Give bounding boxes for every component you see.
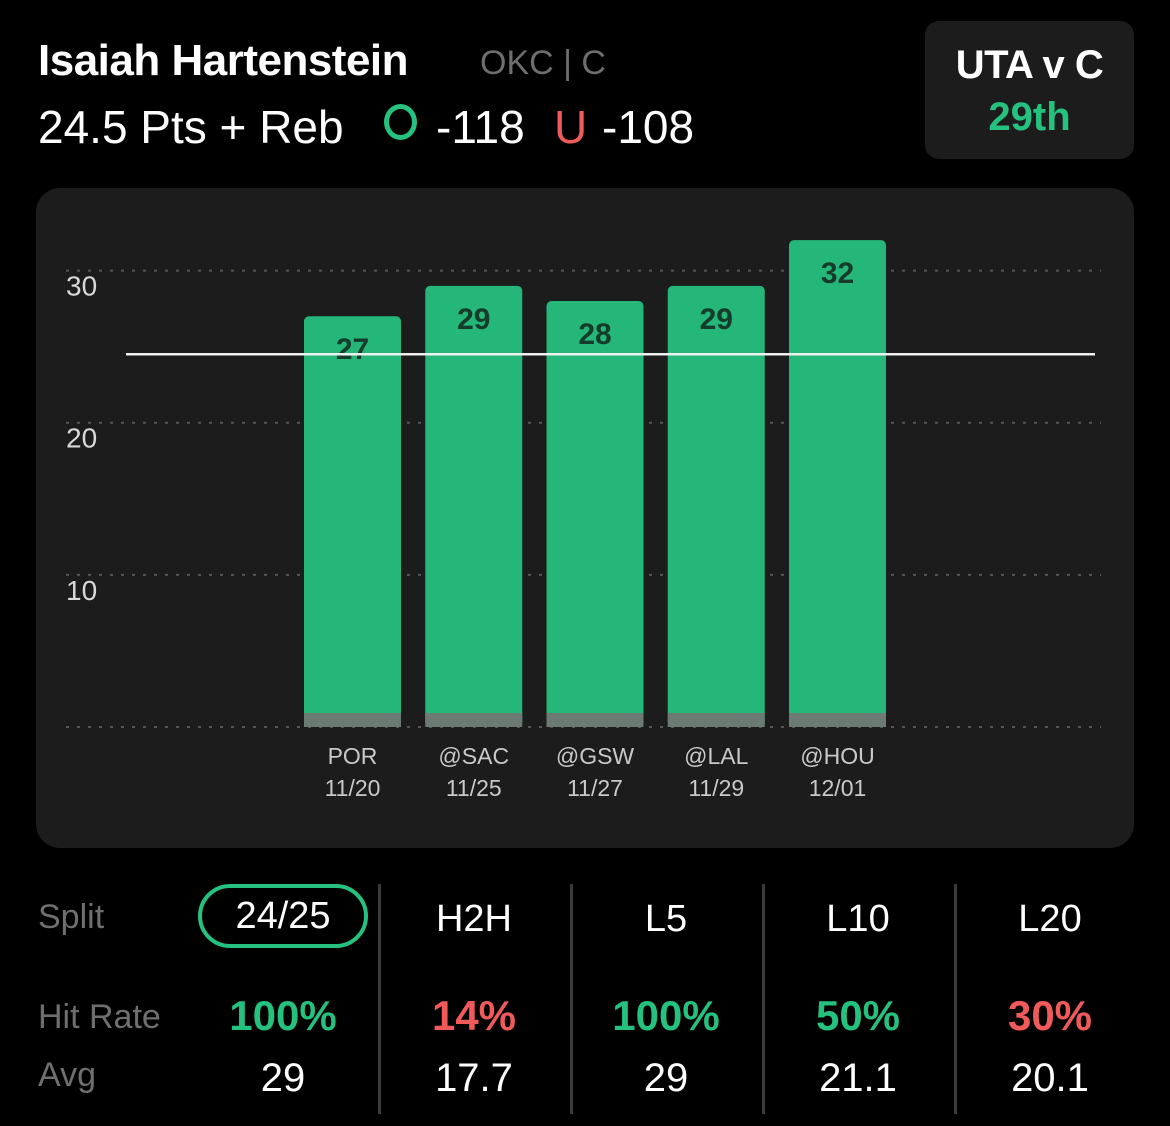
x-tick-label: @HOU	[800, 743, 874, 769]
column-divider	[378, 884, 381, 1114]
split-tab-24-25[interactable]: 24/25	[198, 884, 368, 948]
x-tick-label: @SAC	[438, 743, 509, 769]
avg-l20: 20.1	[1011, 1056, 1089, 1100]
x-tick-label: @GSW	[556, 743, 635, 769]
x-tick-label: 11/29	[688, 775, 744, 801]
matchup-rank: 29th	[988, 95, 1071, 139]
split-tab-h2h[interactable]: H2H	[435, 898, 513, 940]
x-tick-label: POR	[328, 743, 378, 769]
hit-rate-label: Hit Rate	[38, 998, 161, 1036]
player-name: Isaiah Hartenstein	[38, 36, 409, 85]
bar	[304, 316, 401, 727]
under-icon: U	[554, 101, 588, 153]
data-label: 29	[700, 303, 733, 336]
avg-l10: 21.1	[819, 1056, 897, 1100]
y-tick-label: 10	[66, 575, 97, 606]
x-tick-label: 11/25	[446, 775, 502, 801]
stats-table: Split Hit Rate Avg 24/25 H2H L5 L10 L20 …	[0, 870, 1170, 1126]
bar	[546, 301, 644, 727]
bar-base	[304, 713, 401, 727]
avg-label: Avg	[38, 1056, 96, 1094]
hit-rate-h2h: 14%	[431, 992, 517, 1039]
under-odds[interactable]: -108	[602, 101, 695, 153]
team-position: OKC | C	[480, 44, 606, 82]
split-tab-l20[interactable]: L20	[1018, 898, 1082, 940]
chart-card: 10 20 30 27 POR 11/20 29 @SAC 11/25 28 @GSW 11/27 29…	[36, 188, 1134, 848]
column-divider	[762, 884, 765, 1114]
split-tab-l5[interactable]: L5	[644, 898, 688, 940]
x-tick-label: @LAL	[684, 743, 748, 769]
bar-base	[546, 713, 644, 727]
y-tick-label: 30	[66, 271, 97, 302]
column-divider	[570, 884, 573, 1114]
matchup-rank-card[interactable]: UTA v C 29th	[925, 21, 1134, 159]
bar	[667, 285, 765, 727]
over-icon	[384, 104, 417, 140]
split-tab-l10[interactable]: L10	[826, 898, 890, 940]
hit-rate-l20: 30%	[1007, 992, 1093, 1039]
x-tick-label: 11/27	[567, 775, 623, 801]
data-label: 27	[336, 333, 369, 366]
hit-rate-l10: 50%	[815, 992, 901, 1039]
bar-chart: 10 20 30 27 POR 11/20 29 @SAC 11/25 28 @GSW 11/27 29…	[66, 240, 1101, 801]
bar-base	[667, 713, 765, 727]
bar	[789, 240, 886, 727]
over-odds[interactable]: -118	[436, 101, 525, 153]
column-divider	[954, 884, 957, 1114]
prop-line: 24.5 Pts + Reb	[38, 101, 344, 153]
avg-h2h: 17.7	[435, 1056, 513, 1100]
split-label: Split	[38, 898, 105, 936]
x-tick-label: 12/01	[809, 775, 867, 801]
data-label: 29	[457, 303, 490, 336]
bar-base	[425, 713, 523, 727]
avg-l5: 29	[643, 1056, 689, 1100]
data-label: 32	[821, 257, 854, 290]
y-tick-label: 20	[66, 423, 97, 454]
hit-rate-l5: 100%	[612, 992, 720, 1039]
hit-rate-24-25: 100%	[229, 992, 337, 1039]
bar	[425, 285, 523, 727]
x-tick-label: 11/20	[325, 775, 381, 801]
matchup-title: UTA v C	[955, 43, 1104, 87]
data-label: 28	[578, 318, 611, 351]
bar-base	[789, 713, 886, 727]
avg-24-25: 29	[260, 1056, 306, 1100]
